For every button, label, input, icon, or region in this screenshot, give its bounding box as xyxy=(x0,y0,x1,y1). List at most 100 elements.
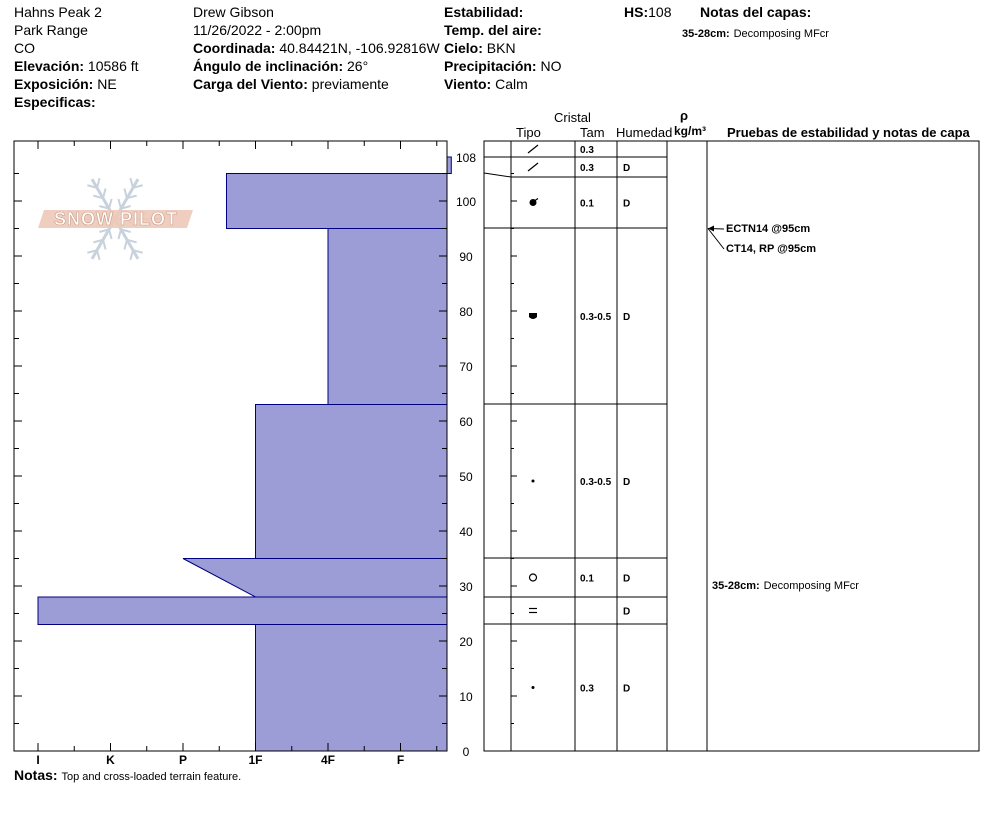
snowflake-branch xyxy=(132,184,143,189)
notes-text: Top and cross-loaded terrain feature. xyxy=(61,771,242,783)
depth-tick-label: 100 xyxy=(456,195,476,209)
coordinate-row: Coordinada: 40.84421N, -106.92816W xyxy=(193,40,440,56)
precipitation-row: Precipitación: NO xyxy=(444,58,561,74)
snowflake-branch xyxy=(129,177,134,189)
elevation-label: Elevación: xyxy=(14,58,85,74)
hardness-tick-label: 4F xyxy=(321,753,335,767)
snowflake-branch xyxy=(87,249,98,254)
hardness-tick-label: I xyxy=(36,753,39,767)
angle-label: Ángulo de inclinación: xyxy=(193,58,344,74)
elevation-row: Elevación: 10586 ft xyxy=(14,58,139,74)
type-header: Tipo xyxy=(516,125,541,140)
hardness-tick-label: 1F xyxy=(248,753,262,767)
hs-row: HS:108 xyxy=(624,4,671,20)
snowflake-branch xyxy=(99,228,110,233)
snowpilot-logo: SNOW PILOT xyxy=(38,177,193,261)
crystal-slash-icon xyxy=(527,162,539,172)
sky-value: BKN xyxy=(486,40,516,56)
snowflake-branch xyxy=(117,198,122,209)
depth-tick-label: 10 xyxy=(459,690,473,704)
observer-name: Drew Gibson xyxy=(193,4,274,20)
snowflake-branch xyxy=(117,229,122,240)
layer-size-value: 0.3 xyxy=(580,145,594,156)
crystal-dot-icon xyxy=(531,479,535,483)
crystal-circle-icon xyxy=(528,573,538,582)
snowflake-branch xyxy=(93,194,104,200)
layer-notes-text: Decomposing MFcr xyxy=(733,28,829,40)
depth-tick-label: 50 xyxy=(459,470,473,484)
layer-moisture-value: D xyxy=(623,199,630,210)
depth-tick-label: 20 xyxy=(459,635,473,649)
size-header: Tam xyxy=(580,125,605,140)
snowflake-branch xyxy=(87,184,98,189)
hardness-tick-label: P xyxy=(179,753,187,767)
wind-load-label: Carga del Viento: xyxy=(193,76,308,92)
snowflake-branch xyxy=(123,188,128,199)
air-temp-label: Temp. del aire: xyxy=(444,22,542,38)
depth-tick-label: 80 xyxy=(459,305,473,319)
wind-label: Viento: xyxy=(444,76,492,92)
stability-test-1: ECTN14 @95cm xyxy=(726,223,811,235)
crystal-depth-hoar-icon xyxy=(529,313,537,319)
range-name: Park Range xyxy=(14,22,88,38)
layer-connector-line xyxy=(483,172,512,178)
layer-size-value: 0.3-0.5 xyxy=(580,477,612,488)
snowflake-branch xyxy=(120,228,131,233)
layer-notes-label: Notas del capas: xyxy=(700,4,812,20)
depth-tick-label: 108 xyxy=(456,151,476,165)
hs-label: HS: xyxy=(624,4,649,20)
location-name: Hahns Peak 2 xyxy=(14,4,102,20)
layer-moisture-value: D xyxy=(623,163,630,174)
snowflake-branch xyxy=(96,249,101,261)
stability-test-2: CT14, RP @95cm xyxy=(726,243,817,255)
notes-row: Notas: Top and cross-loaded terrain feat… xyxy=(14,767,241,783)
layer-moisture-value: D xyxy=(623,607,630,618)
layer-size-value: 0.1 xyxy=(580,574,594,585)
density-unit-header: kg/m³ xyxy=(674,124,707,138)
observation-datetime: 11/26/2022 - 2:00pm xyxy=(193,22,322,38)
snowflake-branch xyxy=(102,239,107,250)
hardness-tick-label: K xyxy=(106,753,115,767)
wind-load-row: Carga del Viento: previamente xyxy=(193,76,389,92)
sky-label: Cielo: xyxy=(444,40,483,56)
stability-test-arrowhead xyxy=(708,225,714,232)
state-name: CO xyxy=(14,40,35,56)
tests-header: Pruebas de estabilidad y notas de capa xyxy=(727,125,970,140)
notes-label: Notas: xyxy=(14,767,58,783)
snowflake-branch xyxy=(126,194,137,200)
snowflake-branch xyxy=(120,205,131,210)
layer-size-value: 0.3-0.5 xyxy=(580,312,612,323)
layer-note-range: 35-28cm: xyxy=(712,580,760,592)
exposure-label: Exposición: xyxy=(14,76,94,92)
snowflake-branch xyxy=(102,188,107,199)
precipitation-label: Precipitación: xyxy=(444,58,537,74)
logo-text: SNOW PILOT xyxy=(54,209,178,229)
layer-moisture-value: D xyxy=(623,477,630,488)
hardness-tick-label: F xyxy=(397,753,404,767)
precipitation-value: NO xyxy=(540,58,562,74)
exposure-value: NE xyxy=(97,76,117,92)
layer-size-value: 0.3 xyxy=(580,684,594,695)
snowflake-branch xyxy=(123,239,128,250)
layer-table-frame xyxy=(483,140,980,752)
crystal-facet-mark xyxy=(531,198,539,203)
snowflake-branch xyxy=(126,238,137,244)
layer-size-value: 0.1 xyxy=(580,199,594,210)
moisture-header: Humedad xyxy=(616,125,673,140)
depth-tick-label: 70 xyxy=(459,360,473,374)
coordinate-label: Coordinada: xyxy=(193,40,276,56)
exposure-row: Exposición: NE xyxy=(14,76,117,92)
hardness-profile xyxy=(38,157,452,751)
layer-notes-summary: 35-28cm: Decomposing MFcr xyxy=(682,24,829,40)
sky-row: Cielo: BKN xyxy=(444,40,516,56)
wind-load-value: previamente xyxy=(311,76,389,92)
layer-note-text: Decomposing MFcr xyxy=(763,580,859,592)
snowflake-branch xyxy=(99,205,110,210)
snowflake-branch xyxy=(132,249,143,254)
depth-tick-label: 60 xyxy=(459,415,473,429)
crystal-header: Cristal xyxy=(554,110,591,125)
depth-tick-label: 90 xyxy=(459,250,473,264)
stability-label: Estabilidad: xyxy=(444,4,524,20)
wind-row: Viento: Calm xyxy=(444,76,528,92)
